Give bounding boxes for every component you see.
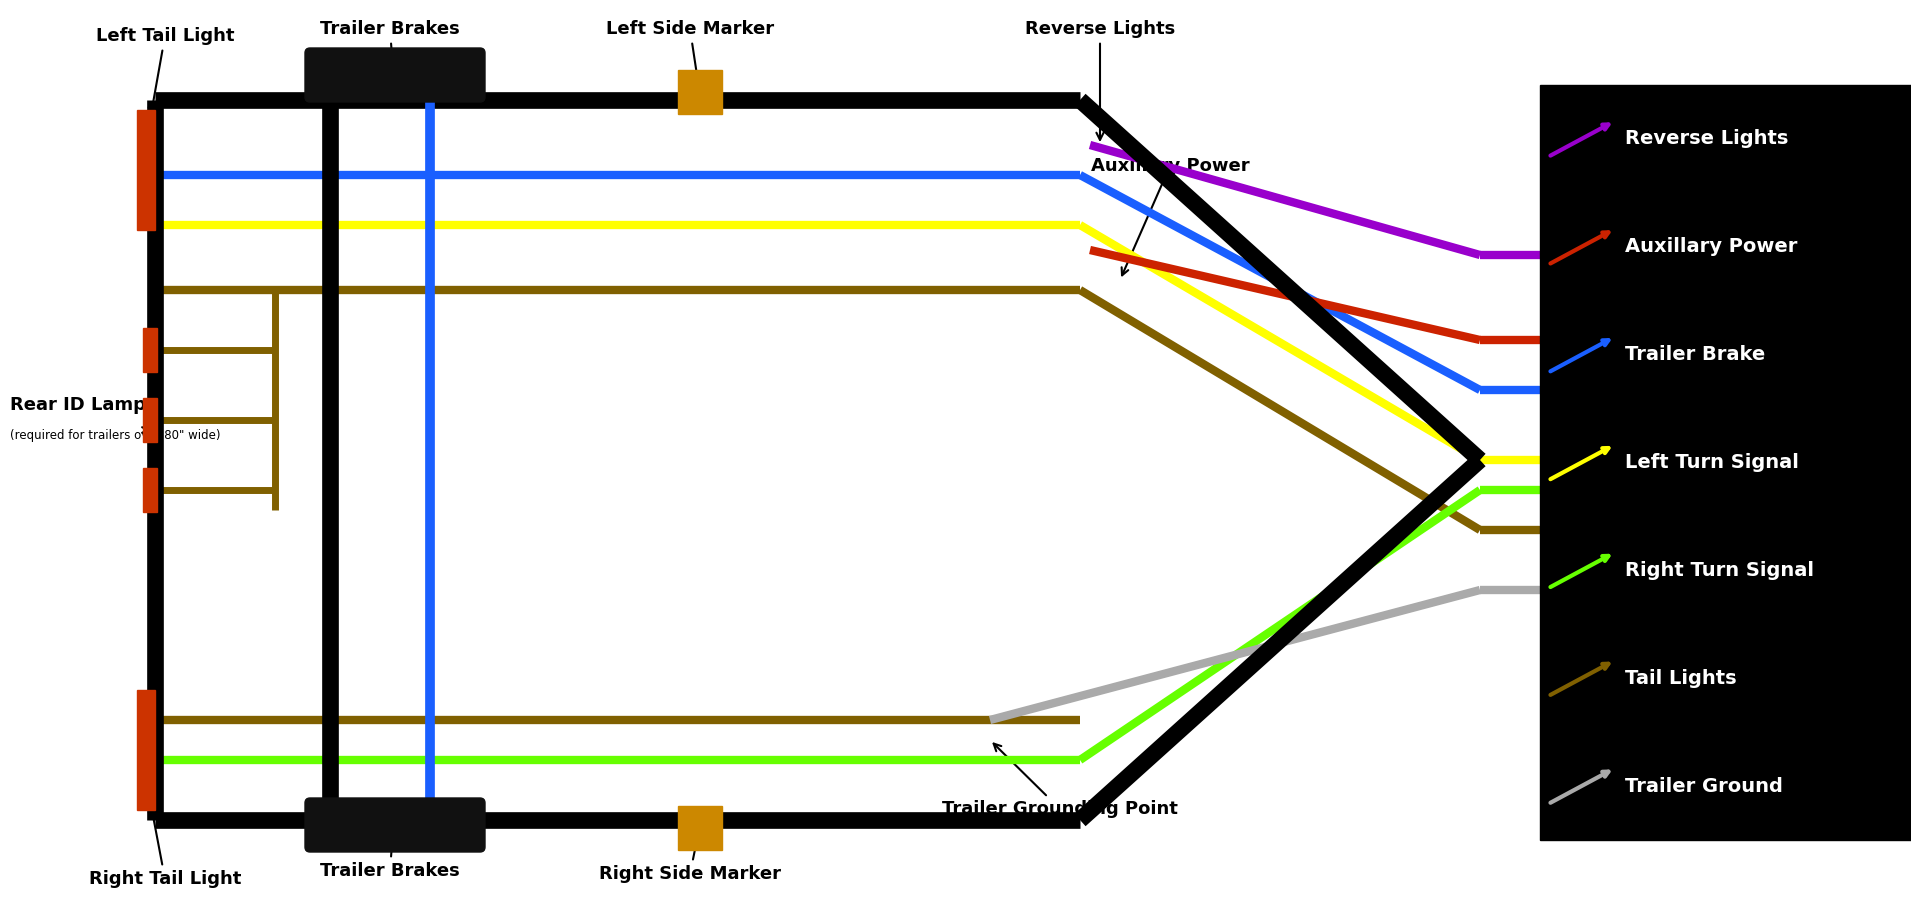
FancyBboxPatch shape <box>306 798 485 852</box>
Text: Reverse Lights: Reverse Lights <box>1024 20 1175 140</box>
Text: Trailer Ground: Trailer Ground <box>1624 777 1783 796</box>
FancyBboxPatch shape <box>306 48 485 102</box>
Text: Trailer Grounding Point: Trailer Grounding Point <box>942 743 1177 818</box>
Text: Trailer Brakes: Trailer Brakes <box>321 20 461 92</box>
Text: Right Side Marker: Right Side Marker <box>598 830 782 883</box>
Text: Tail Lights: Tail Lights <box>1624 669 1737 688</box>
Bar <box>138 110 155 230</box>
Text: (required for trailers over 80" wide): (required for trailers over 80" wide) <box>10 428 220 442</box>
Text: Rear ID Lamps: Rear ID Lamps <box>10 396 157 414</box>
Text: Auxillary Power: Auxillary Power <box>1091 157 1250 275</box>
Text: Left Side Marker: Left Side Marker <box>606 20 774 90</box>
Text: Left Tail Light: Left Tail Light <box>96 27 235 115</box>
Bar <box>678 70 722 114</box>
Bar <box>143 328 157 372</box>
Text: Reverse Lights: Reverse Lights <box>1624 130 1789 148</box>
Text: Auxillary Power: Auxillary Power <box>1624 238 1798 256</box>
Bar <box>1540 85 1911 840</box>
Bar <box>138 690 155 810</box>
Text: Right Tail Light: Right Tail Light <box>88 805 241 888</box>
Bar <box>143 468 157 512</box>
Bar <box>678 806 722 850</box>
Text: Right Turn Signal: Right Turn Signal <box>1624 561 1814 580</box>
Text: Trailer Brakes: Trailer Brakes <box>321 808 461 880</box>
Text: Trailer Brake: Trailer Brake <box>1624 345 1766 364</box>
Bar <box>143 398 157 442</box>
Text: Left Turn Signal: Left Turn Signal <box>1624 453 1798 472</box>
